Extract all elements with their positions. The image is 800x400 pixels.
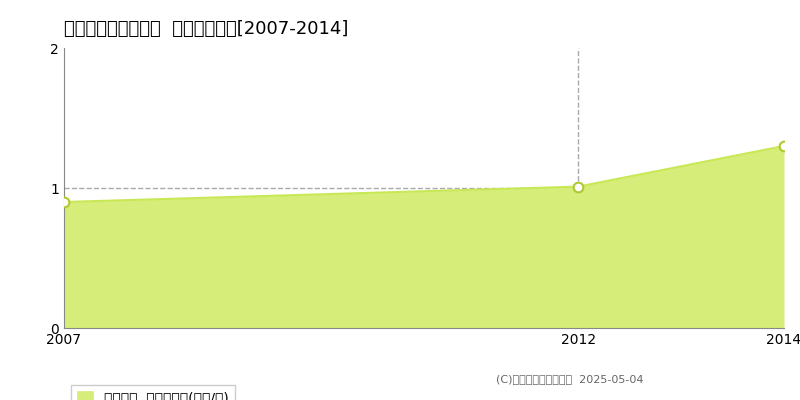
Legend: 土地価格  平均坪単価(万円/坪): 土地価格 平均坪単価(万円/坪) bbox=[71, 385, 234, 400]
Text: (C)土地価格ドットコム  2025-05-04: (C)土地価格ドットコム 2025-05-04 bbox=[496, 374, 643, 384]
Text: 黒川郡大郷町東成田  土地価格推移[2007-2014]: 黒川郡大郷町東成田 土地価格推移[2007-2014] bbox=[64, 20, 348, 38]
